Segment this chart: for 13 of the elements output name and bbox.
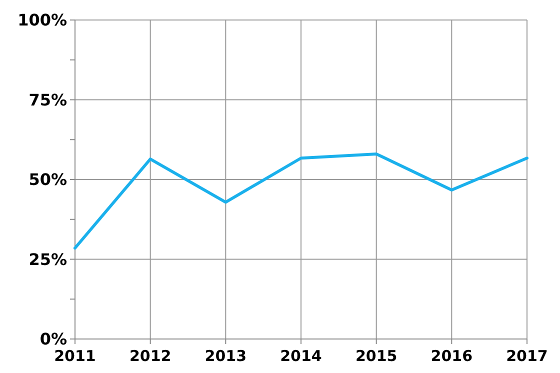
line-series — [74, 152, 528, 250]
x-tick-label: 2016 — [430, 347, 473, 365]
y-tick-label: 75% — [28, 90, 67, 110]
y-tick-label: 50% — [28, 170, 67, 190]
x-tick-label: 2011 — [54, 347, 96, 365]
x-tick-label: 2015 — [355, 347, 398, 365]
y-tick-label: 100% — [18, 10, 67, 30]
x-tick-label: 2014 — [280, 347, 322, 365]
y-tick-label: 25% — [28, 250, 67, 269]
x-tick-label: 2013 — [204, 347, 247, 365]
y-tick-label: 0% — [40, 330, 67, 349]
x-tick-label: 2012 — [129, 347, 172, 365]
x-tick-label: 2017 — [506, 347, 548, 365]
